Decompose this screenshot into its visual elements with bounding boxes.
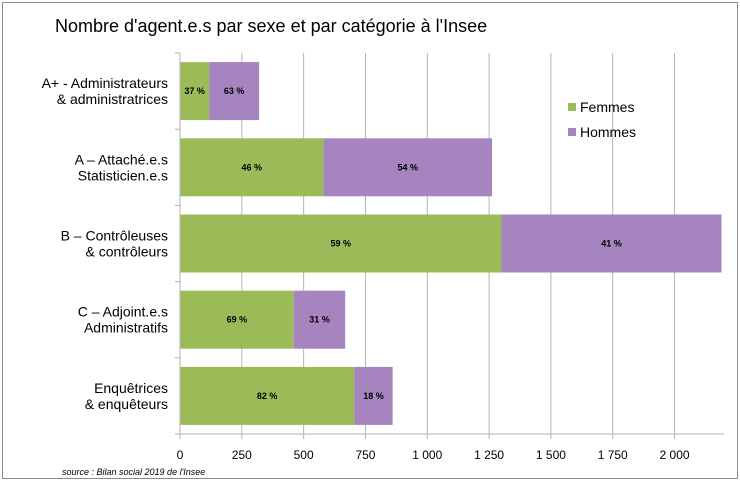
data-label: 18 % [363,391,384,401]
x-tick-label: 500 [294,448,314,462]
bar-femmes [180,138,324,197]
x-tick-label: 1 750 [598,448,628,462]
data-label: 69 % [227,315,248,325]
data-label: 37 % [184,86,205,96]
bar-hommes [209,62,260,121]
bar-hommes [293,290,346,349]
category-label: Enquêtrices & enquêteurs [85,380,168,412]
x-tick-label: 0 [177,448,184,462]
bars: 37 % 63 % 46 % 54 % 59 % 41 % 69 % 31 % 82 % 18 % [180,62,722,425]
bar-hommes [354,366,393,425]
source-note: source : Bilan social 2019 de l'Insee [62,467,205,477]
data-label: 41 % [601,239,622,249]
bar-hommes [323,138,493,197]
legend: Femmes Hommes [568,99,636,140]
legend-label: Hommes [580,124,636,140]
legend-swatch [568,128,576,136]
legend-label: Femmes [580,99,634,115]
bar-femmes [180,366,355,425]
category-label: A+ - Administrateurs & administratrices [42,75,168,107]
data-label: 54 % [397,162,418,172]
x-tick-label: 1 500 [536,448,566,462]
chart-title: Nombre d'agent.e.s par sexe et par catég… [55,16,487,36]
category-label: A – Attaché.e.s Statisticien.e.s [75,151,168,183]
category-label: B – Contrôleuses & contrôleurs [61,228,168,260]
x-tick-label: 750 [355,448,375,462]
bar-femmes [180,62,210,121]
x-tick-label: 1 250 [474,448,504,462]
bar-femmes [180,214,502,273]
data-label: 63 % [224,86,245,96]
data-label: 46 % [241,162,262,172]
axes: 0 250 500 750 1 000 1 250 1 500 1 750 2 000 A+ - … [42,52,724,462]
x-tick-label: 2 000 [660,448,690,462]
data-label: 59 % [330,239,351,249]
data-label: 31 % [309,315,330,325]
x-tick-label: 1 000 [412,448,442,462]
bar-femmes [180,290,294,349]
x-tick-label: 250 [232,448,252,462]
category-label: C – Adjoint.e.s Administratifs [78,304,168,336]
data-label: 82 % [257,391,278,401]
legend-swatch [568,103,576,111]
bar-hommes [501,214,722,273]
